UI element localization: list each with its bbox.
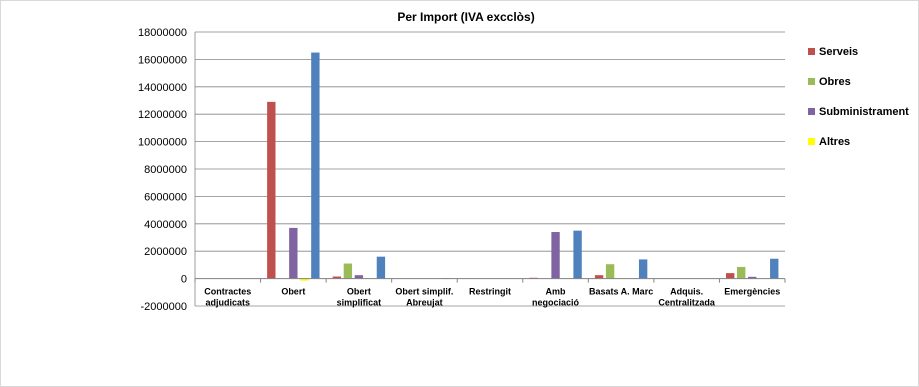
x-category-label: Centralitzada: [658, 298, 716, 308]
x-category-label: simplificat: [337, 298, 382, 308]
x-category-label: adjudicats: [206, 298, 251, 308]
legend-label: Serveis: [819, 46, 858, 58]
bar: [343, 263, 353, 279]
bar: [376, 256, 386, 279]
y-tick-label: 0: [181, 274, 187, 286]
legend-swatch: [808, 78, 815, 85]
x-category-label: Basats A. Marc: [589, 287, 653, 297]
y-tick-label: 12000000: [138, 109, 187, 121]
x-category-label: Obert simplif.: [395, 287, 453, 297]
legend-label: Subministrament: [819, 106, 909, 118]
x-category-label: Obert: [347, 287, 371, 297]
x-category-label: Obert: [281, 287, 305, 297]
y-tick-label: 6000000: [144, 191, 187, 203]
x-category-label: Adquis.: [670, 287, 703, 297]
x-category-label: Contractes: [204, 287, 251, 297]
y-tick-label: 4000000: [144, 219, 187, 231]
y-tick-label: 2000000: [144, 246, 187, 258]
y-tick-label: -2000000: [141, 301, 188, 313]
bar: [726, 273, 735, 279]
y-tick-label: 14000000: [138, 82, 187, 94]
x-category-label: negociació: [532, 298, 580, 308]
y-axis-tick-labels: 18000000 16000000 14000000 12000000 10000000…: [138, 27, 187, 313]
bar: [332, 276, 342, 279]
bars: [267, 52, 779, 281]
bar: [737, 266, 746, 279]
bar: [573, 230, 582, 279]
bar: [594, 275, 604, 279]
x-axis: [194, 278, 786, 283]
y-tick-label: 16000000: [138, 54, 187, 66]
x-category-label: Emergències: [724, 287, 780, 297]
legend-swatch: [808, 48, 815, 55]
y-tick-label: 8000000: [144, 164, 187, 176]
legend: Serveis Obres Subministrament Altres: [808, 46, 909, 148]
bar: [605, 264, 615, 279]
bar: [289, 227, 298, 279]
bar: [770, 258, 779, 279]
bar: [267, 101, 276, 279]
bar: [551, 232, 560, 279]
legend-label: Altres: [819, 136, 850, 148]
gridlines: [194, 31, 785, 307]
legend-swatch: [808, 138, 815, 145]
x-category-label: Amb: [546, 287, 567, 297]
legend-label: Obres: [819, 76, 851, 88]
x-category-label: Restringit: [469, 287, 511, 297]
bar: [311, 52, 320, 279]
bar: [748, 276, 757, 279]
chart-title: Per Import (IVA excclòs): [397, 10, 534, 24]
bar: [354, 275, 364, 279]
legend-swatch: [808, 108, 815, 115]
bar: [638, 259, 648, 279]
y-tick-label: 18000000: [138, 27, 187, 39]
x-category-label: Abreujat: [406, 298, 443, 308]
bar: [300, 278, 309, 281]
y-tick-label: 10000000: [138, 137, 187, 149]
